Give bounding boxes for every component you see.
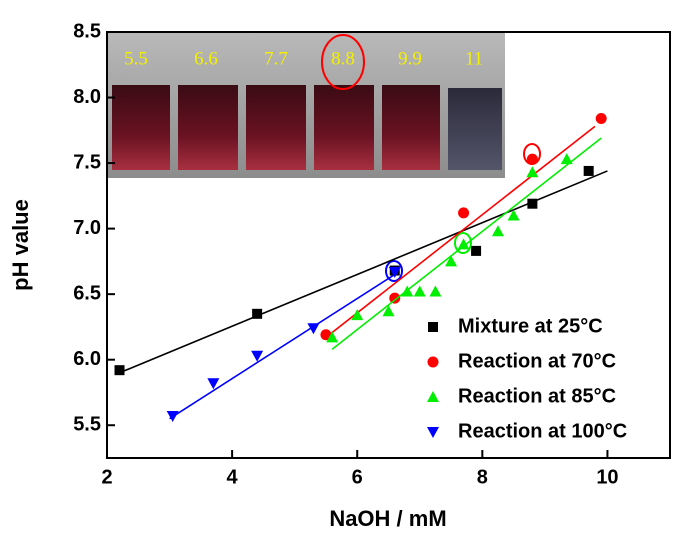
point — [351, 309, 364, 321]
legend-label: Reaction at 70°C — [458, 350, 616, 372]
x-axis-label: NaOH / mM — [329, 506, 446, 531]
inset-label: 9.9 — [398, 48, 422, 69]
x-tick-label: 10 — [596, 466, 618, 488]
legend-marker — [427, 427, 439, 438]
point — [527, 198, 538, 209]
y-tick-label: 5.5 — [73, 414, 101, 436]
inset-label: 5.5 — [124, 48, 148, 69]
y-tick-label: 8.5 — [73, 20, 101, 42]
point — [252, 308, 263, 319]
point — [388, 266, 401, 278]
point — [583, 165, 594, 176]
fit-line — [325, 125, 596, 339]
y-tick-label: 8.0 — [73, 86, 101, 108]
point — [326, 331, 339, 343]
fit-line — [169, 273, 396, 420]
point — [382, 305, 395, 317]
inset-label: 11 — [465, 48, 483, 69]
point — [526, 153, 538, 165]
point — [458, 207, 470, 219]
legend-label: Reaction at 100°C — [458, 420, 627, 442]
y-tick-label: 6.5 — [73, 282, 101, 304]
legend-marker — [427, 356, 439, 368]
legend-label: Reaction at 85°C — [458, 385, 616, 407]
y-tick-label: 7.0 — [73, 217, 101, 239]
x-tick-label: 8 — [477, 466, 488, 488]
point — [457, 238, 470, 250]
point — [307, 323, 320, 335]
x-tick-label: 6 — [352, 466, 363, 488]
point — [491, 225, 504, 237]
inset-label: 7.7 — [264, 48, 288, 69]
point — [413, 285, 426, 297]
point — [114, 365, 125, 376]
fit-line — [331, 137, 602, 350]
legend-marker — [427, 391, 439, 402]
point — [560, 153, 573, 165]
inset-label: 8.8 — [331, 48, 355, 69]
point — [471, 245, 482, 256]
point — [251, 350, 264, 362]
point — [507, 209, 520, 221]
y-tick-label: 7.5 — [73, 151, 101, 173]
point — [320, 329, 332, 341]
point — [389, 292, 401, 304]
fit-line — [119, 170, 608, 374]
point — [526, 166, 539, 178]
plot-frame — [106, 31, 671, 459]
inset-label: 6.6 — [194, 48, 218, 69]
y-axis-label: pH value — [8, 199, 33, 291]
legend-label: Mixture at 25°C — [458, 315, 603, 337]
x-tick-label: 2 — [101, 466, 112, 488]
point — [207, 378, 220, 390]
y-tick-label: 6.0 — [73, 348, 101, 370]
point — [595, 113, 607, 125]
point — [429, 285, 442, 297]
x-tick-label: 4 — [227, 466, 239, 488]
point — [166, 411, 179, 423]
legend-marker — [428, 322, 438, 332]
inset-photo — [107, 32, 505, 178]
point — [401, 285, 414, 297]
point — [445, 255, 458, 267]
